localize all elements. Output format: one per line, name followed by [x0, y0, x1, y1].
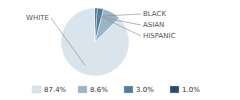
legend-swatch	[78, 86, 87, 93]
pie-slice	[61, 8, 129, 76]
pie	[61, 8, 129, 76]
annotation: ASIAN	[143, 21, 164, 29]
pie-slice	[95, 8, 97, 42]
legend-label: 8.6%	[90, 86, 108, 94]
leader-line	[51, 18, 85, 66]
legend-label: 87.4%	[44, 86, 67, 94]
leader-line	[99, 17, 141, 25]
chart: BLACK ASIAN HISPANIC WHITE 87.4% 8.6% 3.0% 1.0%	[0, 0, 240, 100]
legend: 87.4% 8.6% 3.0% 1.0%	[32, 86, 200, 94]
legend-swatch	[32, 86, 41, 93]
legend-swatch	[124, 86, 133, 93]
annotation: HISPANIC	[143, 32, 176, 40]
chart-container: BLACK ASIAN HISPANIC WHITE 87.4% 8.6% 3.0% 1.0%	[0, 0, 240, 100]
leader-line	[108, 20, 141, 36]
legend-label: 1.0%	[182, 86, 200, 94]
legend-label: 3.0%	[136, 86, 154, 94]
legend-swatch	[170, 86, 179, 93]
annotation: WHITE	[26, 14, 49, 22]
annotation: BLACK	[143, 10, 166, 18]
annotations: BLACK ASIAN HISPANIC WHITE	[26, 10, 176, 66]
leader-line	[96, 14, 141, 17]
pie-slice	[95, 8, 103, 42]
